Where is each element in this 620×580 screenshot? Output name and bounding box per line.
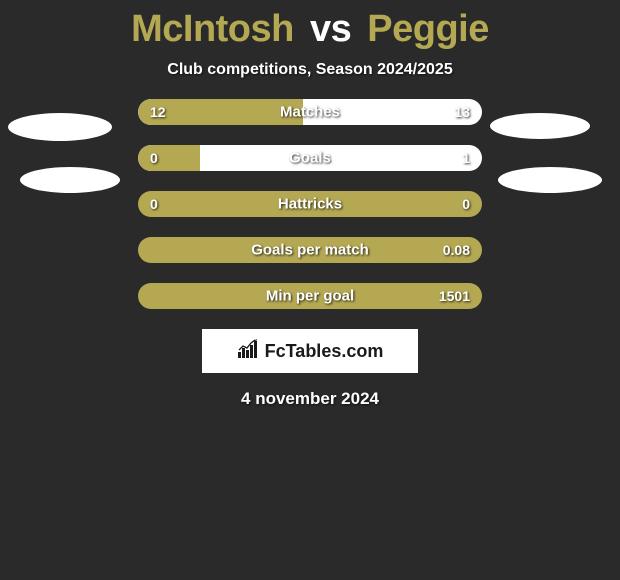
decorative-ellipse-1 <box>20 167 120 193</box>
stat-value-left: 0 <box>150 196 158 212</box>
bars-icon <box>237 339 259 364</box>
stat-value-right: 0 <box>462 196 470 212</box>
stat-value-right: 13 <box>454 104 470 120</box>
decorative-ellipse-2 <box>490 113 590 139</box>
stat-value-right: 1 <box>462 150 470 166</box>
stat-value-right: 0.08 <box>443 242 470 258</box>
stat-value-left: 0 <box>150 150 158 166</box>
stat-bar-goals: 0 Goals 1 <box>138 145 482 171</box>
stat-fill-left <box>138 145 200 171</box>
decorative-ellipse-0 <box>8 113 112 141</box>
stats-bars-container: 12 Matches 13 0 Goals 1 0 Hattricks 0 Goals per m… <box>138 99 482 309</box>
stat-label: Matches <box>280 104 340 121</box>
stat-label: Goals <box>289 150 331 167</box>
stat-bar-matches: 12 Matches 13 <box>138 99 482 125</box>
fctables-logo-box: FcTables.com <box>202 329 418 373</box>
stat-bar-min-per-goal: Min per goal 1501 <box>138 283 482 309</box>
decorative-ellipse-3 <box>498 167 602 193</box>
player-left-name: McIntosh <box>131 8 294 50</box>
comparison-title: McIntosh vs Peggie <box>0 0 620 55</box>
vs-separator: vs <box>310 8 351 50</box>
stat-label: Hattricks <box>278 196 342 213</box>
stat-label: Min per goal <box>266 288 354 305</box>
stat-bar-hattricks: 0 Hattricks 0 <box>138 191 482 217</box>
stat-value-right: 1501 <box>439 288 470 304</box>
fctables-logo-text: FcTables.com <box>265 341 384 362</box>
content-area: 12 Matches 13 0 Goals 1 0 Hattricks 0 Goals per m… <box>0 99 620 409</box>
stat-value-left: 12 <box>150 104 166 120</box>
competition-subtitle: Club competitions, Season 2024/2025 <box>0 55 620 99</box>
stat-bar-goals-per-match: Goals per match 0.08 <box>138 237 482 263</box>
stat-label: Goals per match <box>251 242 369 259</box>
player-right-name: Peggie <box>367 8 489 50</box>
snapshot-date: 4 november 2024 <box>0 373 620 409</box>
